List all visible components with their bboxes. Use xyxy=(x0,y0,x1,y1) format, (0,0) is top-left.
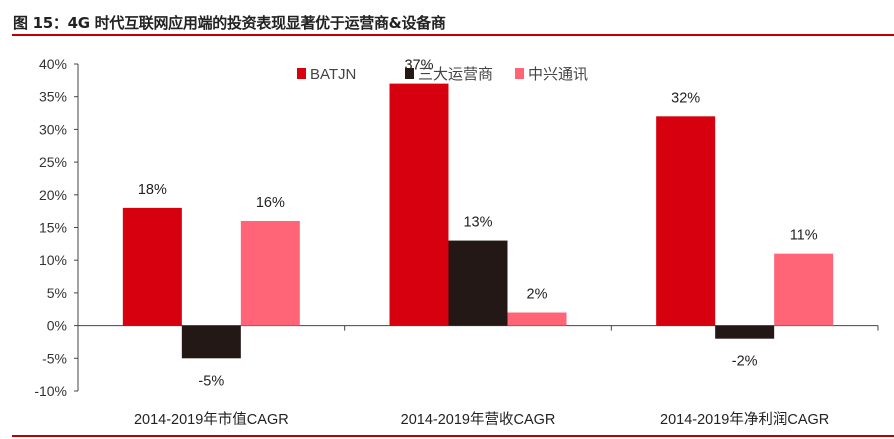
data-label: 2% xyxy=(527,287,548,303)
legend-swatch xyxy=(515,68,524,79)
bar-三大运营商 xyxy=(181,325,241,359)
x-tick-label: 2014-2019年市值CAGR xyxy=(134,411,289,428)
title-divider xyxy=(12,34,894,36)
y-tick-label: 25% xyxy=(39,154,67,170)
bar-BATJN xyxy=(389,83,449,326)
legend-label: 三大运营商 xyxy=(418,66,493,83)
y-tick-label: 0% xyxy=(47,318,67,334)
bar-三大运营商 xyxy=(715,325,775,339)
y-tick-label: 10% xyxy=(39,252,67,268)
bar-中兴通讯 xyxy=(774,253,834,326)
bar-三大运营商 xyxy=(448,240,508,326)
data-label: 11% xyxy=(790,228,818,244)
y-tick-label: 15% xyxy=(39,220,67,236)
y-tick-label: -10% xyxy=(34,383,67,399)
data-label: 13% xyxy=(463,215,492,231)
data-label: -2% xyxy=(732,354,758,370)
x-tick-label: 2014-2019年营收CAGR xyxy=(401,411,556,428)
data-label: 18% xyxy=(138,182,167,198)
data-label: 16% xyxy=(256,195,285,211)
bar-BATJN xyxy=(122,207,182,326)
legend-label: BATJN xyxy=(310,66,356,83)
legend-swatch xyxy=(297,68,306,79)
legend-swatch xyxy=(405,68,414,79)
legend-label: 中兴通讯 xyxy=(528,66,588,83)
y-tick-label: 40% xyxy=(39,56,67,72)
y-tick-label: -5% xyxy=(42,350,67,366)
bar-BATJN xyxy=(656,116,716,326)
y-tick-label: 30% xyxy=(39,121,67,137)
y-tick-label: 35% xyxy=(39,89,67,105)
y-tick-label: 5% xyxy=(47,285,67,301)
chart-title: 图 15：4G 时代互联网应用端的投资表现显著优于运营商&设备商 xyxy=(13,14,446,32)
bar-中兴通讯 xyxy=(507,312,567,326)
y-tick-label: 20% xyxy=(39,187,67,203)
x-tick-label: 2014-2019年净利润CAGR xyxy=(660,411,829,428)
data-label: -5% xyxy=(198,373,224,389)
bar-中兴通讯 xyxy=(240,220,300,326)
bottom-divider xyxy=(12,435,894,437)
data-label: 32% xyxy=(671,90,700,106)
